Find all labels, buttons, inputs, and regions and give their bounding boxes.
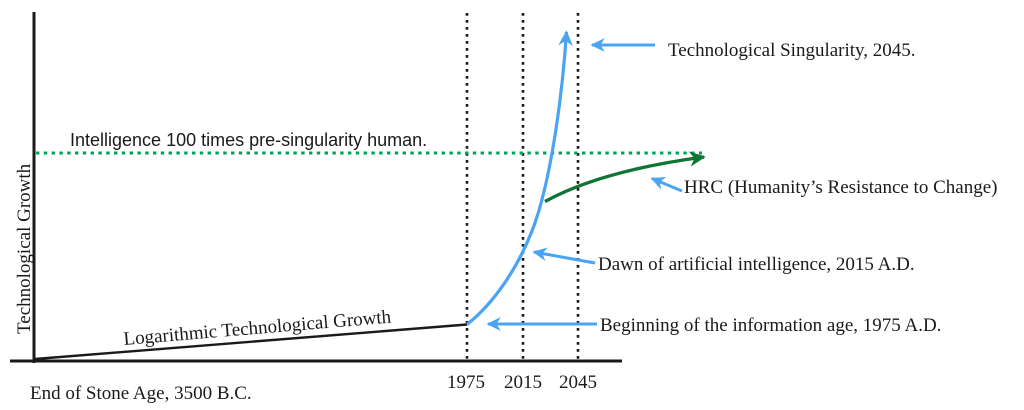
info-age-label: Beginning of the information age, 1975 A…	[600, 315, 941, 336]
tick-2045: 2045	[559, 372, 597, 393]
dawn-ai-callout-arrow	[532, 247, 596, 265]
hrc-label: HRC (Humanity’s Resistance to Change)	[684, 177, 997, 198]
hrc-curve	[544, 151, 706, 203]
y-axis-label: Technological Growth	[14, 163, 35, 334]
singularity-label: Technological Singularity, 2045.	[668, 40, 916, 61]
threshold-label: Intelligence 100 times pre-singularity h…	[70, 130, 427, 150]
exponential-growth-curve	[466, 30, 573, 326]
dawn-ai-label: Dawn of artificial intelligence, 2015 A.…	[598, 254, 915, 275]
hrc-callout-arrow	[650, 177, 683, 193]
tick-2015: 2015	[504, 372, 542, 393]
stone-age-label: End of Stone Age, 3500 B.C.	[30, 383, 252, 404]
log-growth-line	[34, 323, 468, 361]
tick-1975: 1975	[447, 372, 485, 393]
log-growth-label: Logarithmic Technological Growth	[123, 307, 393, 350]
